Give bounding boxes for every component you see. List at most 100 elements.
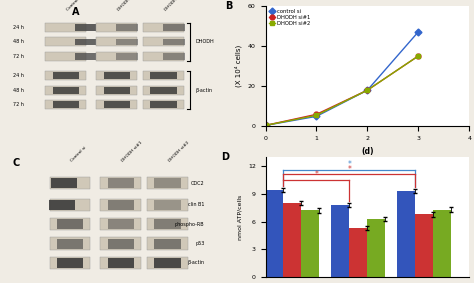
Text: Control si: Control si [70,146,87,163]
Bar [53,101,79,108]
Text: p53: p53 [195,241,204,246]
Text: DHODH si#2: DHODH si#2 [168,141,190,163]
Text: clin B1: clin B1 [188,202,204,207]
Bar [155,178,181,188]
Bar [46,86,86,95]
Line: DHODH si#2: DHODH si#2 [263,53,421,128]
Bar [116,53,138,60]
Bar [103,72,130,80]
Bar [116,24,138,31]
DHODH si#1 [416,54,421,58]
control si [314,115,319,118]
Text: β-actin: β-actin [187,260,204,265]
Bar [100,257,141,269]
control si [365,89,370,92]
Bar [301,211,319,277]
Text: CDC2: CDC2 [191,181,204,186]
Bar [155,200,181,210]
Bar [103,87,130,94]
Bar [415,214,433,277]
Bar [143,100,184,109]
Bar [100,237,141,250]
Text: DHODH si#2: DHODH si#2 [164,0,186,12]
Bar [48,200,75,210]
Text: 48 h: 48 h [13,39,24,44]
Bar [57,219,83,229]
Bar [46,71,86,80]
Bar [155,239,181,248]
Text: 24 h: 24 h [13,25,24,30]
DHODH si#2 [263,124,268,127]
Bar [433,209,451,277]
DHODH si#2 [416,54,421,58]
Bar [367,219,385,277]
Bar [108,200,134,210]
Bar [265,190,283,277]
Bar [147,237,188,250]
Bar [147,177,188,189]
Bar [147,257,188,269]
Bar [331,205,349,277]
Bar [147,218,188,230]
Bar [150,87,177,94]
Text: β-actin: β-actin [195,88,212,93]
Bar [75,53,98,60]
Bar [143,37,184,46]
Bar [50,218,91,230]
Bar [96,23,137,32]
Bar [150,101,177,108]
Line: control si: control si [263,29,421,128]
Bar [57,258,83,268]
Text: phospho-RB: phospho-RB [175,222,204,227]
Bar [53,72,79,80]
Bar [143,23,184,32]
Bar [100,199,141,211]
Bar [50,257,91,269]
DHODH si#2 [365,89,370,92]
DHODH si#2 [314,114,319,117]
Bar [108,178,134,188]
DHODH si#1 [365,89,370,92]
Text: D: D [221,152,228,162]
Bar [283,203,301,277]
Bar [143,71,184,80]
DHODH si#1 [314,113,319,116]
Bar [163,53,185,60]
Text: DHODH si#1: DHODH si#1 [117,0,139,12]
Text: C: C [13,158,20,168]
Text: Control si: Control si [66,0,83,12]
Bar [51,178,77,188]
Bar [96,52,137,61]
Bar [75,24,98,31]
Bar [46,52,86,61]
Bar [50,199,91,211]
control si [416,30,421,33]
Bar [100,177,141,189]
Bar [96,86,137,95]
X-axis label: (d): (d) [361,147,374,156]
Text: *: * [347,160,351,169]
control si [263,124,268,127]
Bar [46,37,86,46]
Bar [100,218,141,230]
DHODH si#1 [263,124,268,127]
Bar [57,239,83,248]
Text: DHODH: DHODH [195,39,214,44]
Bar [96,71,137,80]
Bar [103,101,130,108]
Text: *: * [315,170,319,179]
Text: A: A [73,7,80,17]
Text: 72 h: 72 h [13,54,24,59]
Bar [163,38,185,46]
Bar [46,23,86,32]
Bar [50,237,91,250]
Bar [163,24,185,31]
Bar [116,38,138,46]
Text: 72 h: 72 h [13,102,24,107]
Text: *: * [347,165,351,174]
Bar [150,72,177,80]
Bar [147,199,188,211]
Legend: control si, DHODH si#1, DHODH si#2: control si, DHODH si#1, DHODH si#2 [268,8,310,27]
Text: B: B [225,1,232,11]
Bar [108,239,134,248]
